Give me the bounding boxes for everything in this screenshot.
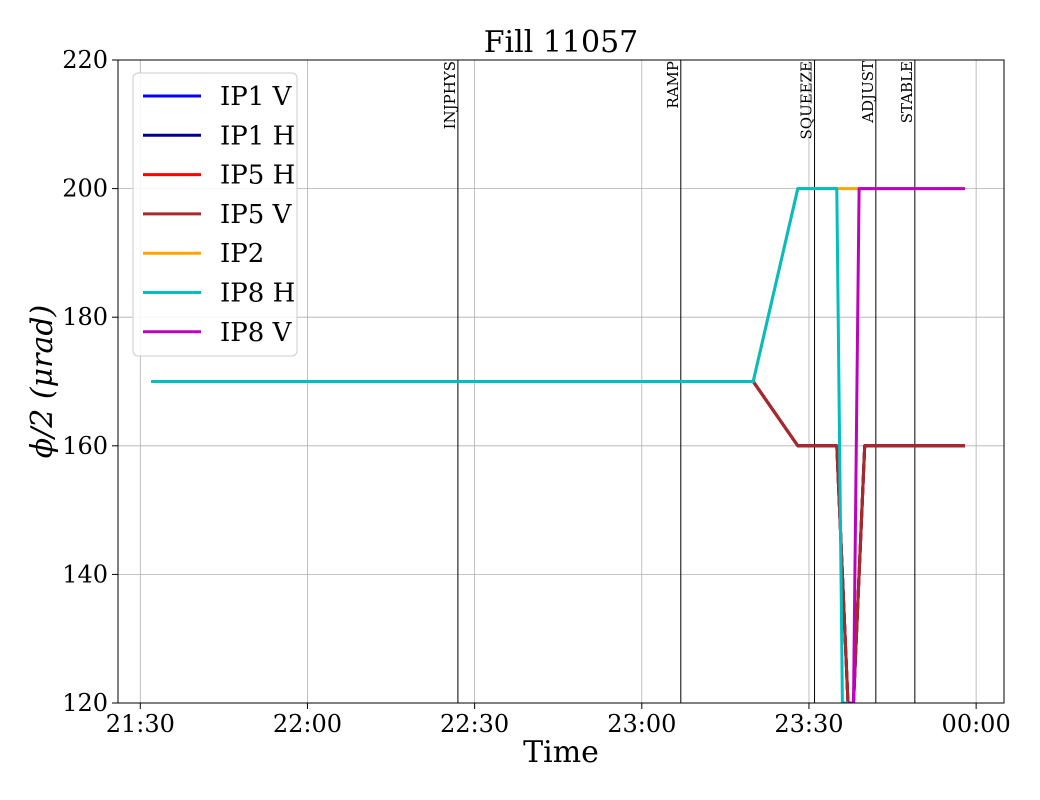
phase-marker-label: RAMP bbox=[664, 61, 682, 109]
y-tick-label: 180 bbox=[62, 303, 108, 331]
y-axis-ticks: 120 140 160 180 200 220 bbox=[62, 46, 118, 717]
legend: IP1 V IP1 H IP5 H IP5 V IP2 IP8 H IP8 V bbox=[132, 72, 298, 357]
legend-label: IP8 H bbox=[220, 279, 295, 309]
legend-label: IP5 V bbox=[220, 200, 293, 230]
y-tick-label: 120 bbox=[62, 689, 108, 717]
y-tick-label: 220 bbox=[62, 46, 108, 74]
x-tick-label: 22:30 bbox=[440, 710, 509, 738]
legend-box bbox=[132, 72, 298, 357]
phase-marker-label: ADJUST bbox=[859, 61, 877, 124]
x-axis-ticks: 21:30 22:00 22:30 23:00 23:30 00:00 bbox=[106, 703, 1011, 738]
phase-marker-label: INJPHYS bbox=[441, 61, 459, 129]
series-line-ip8-h bbox=[151, 187, 848, 703]
phase-marker-label: STABLE bbox=[898, 61, 916, 123]
x-tick-label: 23:30 bbox=[774, 710, 843, 738]
x-tick-label: 22:00 bbox=[273, 710, 342, 738]
legend-label: IP5 H bbox=[220, 161, 295, 191]
chart-title: Fill 11057 bbox=[484, 25, 639, 60]
legend-label: IP1 V bbox=[220, 82, 293, 112]
legend-label: IP1 H bbox=[220, 121, 295, 151]
x-axis-label: Time bbox=[523, 735, 599, 770]
legend-label: IP8 V bbox=[220, 318, 293, 348]
y-tick-label: 200 bbox=[62, 175, 108, 203]
y-tick-label: 160 bbox=[62, 432, 108, 460]
x-tick-label: 23:00 bbox=[607, 710, 676, 738]
phase-marker-label: SQUEEZE bbox=[798, 61, 816, 140]
series-group bbox=[151, 187, 965, 703]
plot-frame bbox=[117, 59, 1005, 704]
x-tick-label: 00:00 bbox=[942, 710, 1011, 738]
legend-label: IP2 bbox=[220, 239, 264, 269]
y-tick-label: 140 bbox=[62, 560, 108, 588]
y-axis-label: ϕ/2 (μrad) bbox=[25, 305, 60, 459]
series-line-ip8-v bbox=[848, 187, 965, 703]
x-tick-label: 21:30 bbox=[106, 710, 175, 738]
